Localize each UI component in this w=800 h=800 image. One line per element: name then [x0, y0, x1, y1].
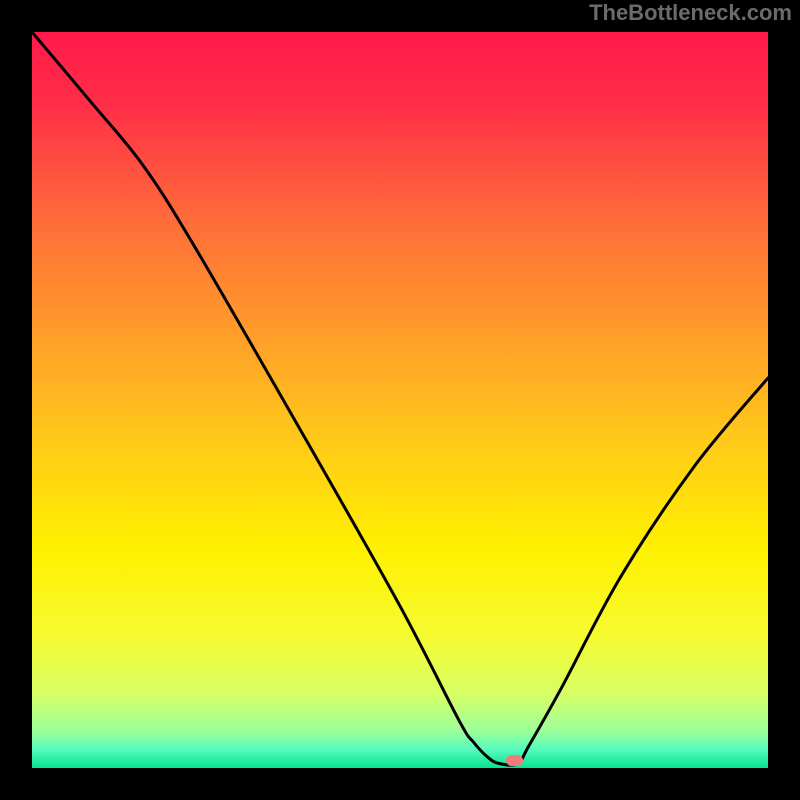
- watermark-text: TheBottleneck.com: [589, 0, 792, 26]
- optimal-marker: [506, 755, 523, 766]
- plot-svg: [32, 32, 768, 768]
- plot-area: [32, 32, 768, 768]
- chart-root: TheBottleneck.com: [0, 0, 800, 800]
- gradient-background: [32, 32, 768, 768]
